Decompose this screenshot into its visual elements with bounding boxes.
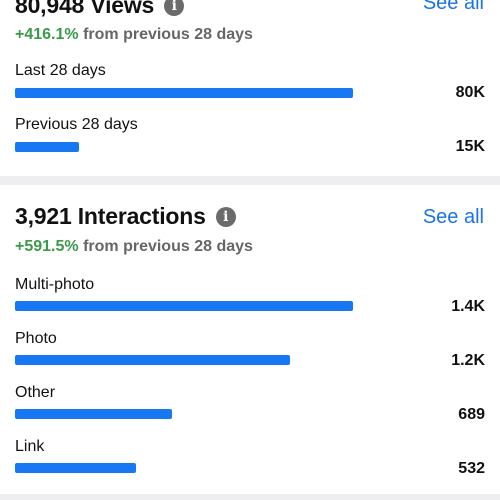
views-see-all-link[interactable]: See all — [422, 0, 484, 14]
interactions-row-label: Link — [15, 438, 45, 455]
views-change-text: from previous 28 days — [83, 26, 253, 43]
interactions-row-label: Photo — [15, 330, 57, 347]
interactions-card: 3,921 Interactions i See all +591.5% fro… — [0, 185, 500, 500]
section-divider — [0, 176, 500, 185]
interactions-bar-photo — [15, 355, 290, 365]
views-bar-last-28 — [15, 88, 353, 98]
views-row-value: 15K — [455, 138, 485, 155]
interactions-row-value: 532 — [458, 460, 485, 477]
views-bar-previous-28 — [15, 142, 79, 152]
views-change: +416.1% from previous 28 days — [15, 26, 253, 44]
interactions-title: 3,921 Interactions — [15, 203, 206, 229]
interactions-bar-multi-photo — [15, 301, 353, 311]
interactions-change: +591.5% from previous 28 days — [15, 238, 253, 256]
interactions-row-value: 1.2K — [451, 352, 485, 369]
interactions-row-value: 1.4K — [451, 298, 485, 315]
interactions-see-all-link[interactable]: See all — [422, 206, 484, 228]
views-row-label: Last 28 days — [15, 62, 106, 79]
interactions-row-label: Multi-photo — [15, 276, 95, 293]
interactions-change-text: from previous 28 days — [83, 238, 253, 255]
views-card: 80,948 Views i See all +416.1% from prev… — [0, 0, 500, 176]
interactions-change-pct: +591.5% — [15, 238, 79, 255]
interactions-row-value: 689 — [458, 406, 485, 423]
views-row-label: Previous 28 days — [15, 116, 138, 133]
interactions-bar-other — [15, 409, 172, 419]
section-divider — [0, 494, 500, 500]
views-title: 80,948 Views — [15, 0, 155, 18]
interactions-row-label: Other — [15, 384, 56, 401]
views-row-value: 80K — [455, 84, 485, 101]
views-change-pct: +416.1% — [15, 26, 79, 43]
info-icon[interactable]: i — [215, 206, 236, 227]
interactions-headline: 3,921 Interactions i — [15, 203, 236, 230]
info-icon[interactable]: i — [164, 0, 185, 16]
interactions-bar-link — [15, 463, 136, 473]
views-headline: 80,948 Views i — [15, 0, 185, 19]
